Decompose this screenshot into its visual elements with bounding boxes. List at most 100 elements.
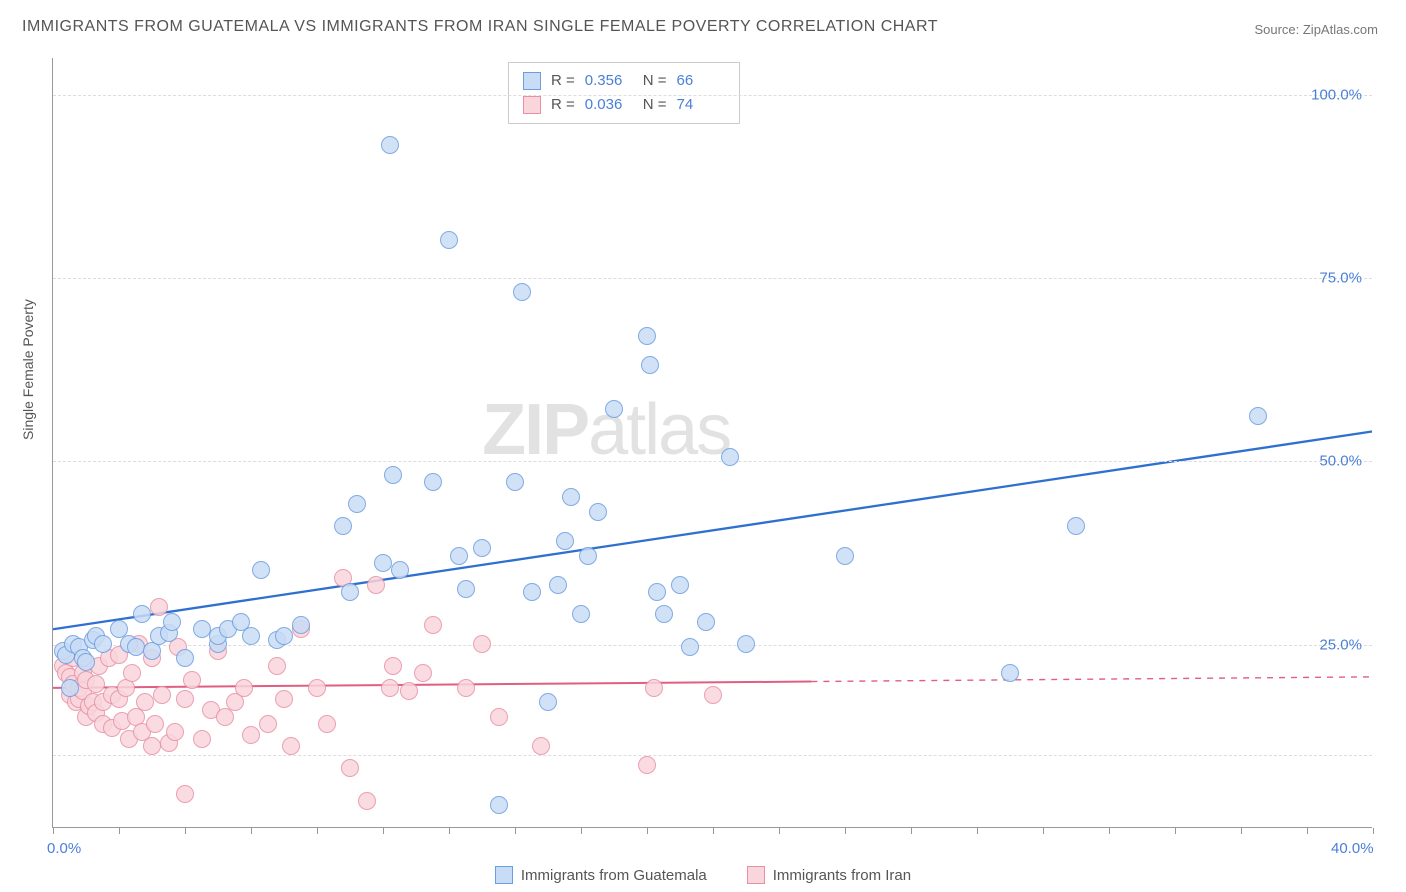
- x-tick-label: 0.0%: [47, 840, 81, 857]
- data-point: [556, 532, 574, 550]
- grid-line: [53, 95, 1372, 96]
- data-point: [334, 517, 352, 535]
- correlation-stats-box: R =0.356N =66R =0.036N =74: [508, 62, 740, 124]
- x-tick-mark: [647, 828, 648, 834]
- data-point: [341, 759, 359, 777]
- data-point: [450, 547, 468, 565]
- x-tick-mark: [1109, 828, 1110, 834]
- data-point: [490, 708, 508, 726]
- x-tick-mark: [581, 828, 582, 834]
- data-point: [681, 638, 699, 656]
- r-value: 0.356: [585, 69, 633, 93]
- data-point: [638, 327, 656, 345]
- x-tick-label: 40.0%: [1331, 840, 1374, 857]
- data-point: [153, 686, 171, 704]
- data-point: [424, 473, 442, 491]
- data-point: [146, 715, 164, 733]
- legend-label: Immigrants from Guatemala: [521, 867, 707, 884]
- data-point: [645, 679, 663, 697]
- grid-line: [53, 755, 1372, 756]
- x-tick-mark: [251, 828, 252, 834]
- source-credit: Source: ZipAtlas.com: [1254, 22, 1378, 37]
- data-point: [391, 561, 409, 579]
- data-point: [1067, 517, 1085, 535]
- legend-label: Immigrants from Iran: [773, 867, 911, 884]
- data-point: [457, 580, 475, 598]
- data-point: [61, 679, 79, 697]
- data-point: [123, 664, 141, 682]
- x-tick-mark: [713, 828, 714, 834]
- r-label: R =: [551, 69, 575, 93]
- y-tick-label: 25.0%: [1319, 636, 1362, 653]
- source-name: ZipAtlas.com: [1303, 22, 1378, 37]
- n-value: 66: [677, 69, 725, 93]
- watermark-bold: ZIP: [482, 390, 588, 470]
- data-point: [457, 679, 475, 697]
- data-point: [252, 561, 270, 579]
- legend-swatch: [747, 866, 765, 884]
- data-point: [259, 715, 277, 733]
- data-point: [655, 605, 673, 623]
- y-axis-label: Single Female Poverty: [20, 299, 36, 440]
- trend-lines-svg: [53, 58, 1372, 827]
- data-point: [400, 682, 418, 700]
- data-point: [671, 576, 689, 594]
- x-tick-mark: [383, 828, 384, 834]
- data-point: [589, 503, 607, 521]
- data-point: [348, 495, 366, 513]
- data-point: [127, 638, 145, 656]
- x-tick-mark: [911, 828, 912, 834]
- y-tick-label: 50.0%: [1319, 453, 1362, 470]
- data-point: [358, 792, 376, 810]
- data-point: [1001, 664, 1019, 682]
- data-point: [836, 547, 854, 565]
- data-point: [163, 613, 181, 631]
- data-point: [176, 649, 194, 667]
- data-point: [532, 737, 550, 755]
- y-tick-label: 100.0%: [1311, 86, 1362, 103]
- data-point: [638, 756, 656, 774]
- data-point: [704, 686, 722, 704]
- data-point: [506, 473, 524, 491]
- data-point: [77, 653, 95, 671]
- n-label: N =: [643, 69, 667, 93]
- data-point: [721, 448, 739, 466]
- data-point: [166, 723, 184, 741]
- x-tick-mark: [1043, 828, 1044, 834]
- legend-swatch: [495, 866, 513, 884]
- x-tick-mark: [119, 828, 120, 834]
- data-point: [523, 583, 541, 601]
- data-point: [176, 785, 194, 803]
- data-point: [384, 466, 402, 484]
- x-tick-mark: [317, 828, 318, 834]
- grid-line: [53, 461, 1372, 462]
- data-point: [539, 693, 557, 711]
- data-point: [235, 679, 253, 697]
- x-tick-mark: [1307, 828, 1308, 834]
- legend-item: Immigrants from Iran: [747, 866, 911, 884]
- data-point: [572, 605, 590, 623]
- data-point: [136, 693, 154, 711]
- data-point: [367, 576, 385, 594]
- x-tick-mark: [845, 828, 846, 834]
- data-point: [381, 136, 399, 154]
- data-point: [384, 657, 402, 675]
- x-tick-mark: [185, 828, 186, 834]
- stats-row: R =0.036N =74: [523, 93, 725, 117]
- n-label: N =: [643, 93, 667, 117]
- r-value: 0.036: [585, 93, 633, 117]
- data-point: [183, 671, 201, 689]
- grid-line: [53, 278, 1372, 279]
- data-point: [737, 635, 755, 653]
- x-tick-mark: [53, 828, 54, 834]
- x-tick-mark: [977, 828, 978, 834]
- legend-swatch: [523, 96, 541, 114]
- data-point: [193, 730, 211, 748]
- legend-swatch: [523, 72, 541, 90]
- x-tick-mark: [1241, 828, 1242, 834]
- data-point: [308, 679, 326, 697]
- x-tick-mark: [779, 828, 780, 834]
- data-point: [318, 715, 336, 733]
- data-point: [374, 554, 392, 572]
- data-point: [176, 690, 194, 708]
